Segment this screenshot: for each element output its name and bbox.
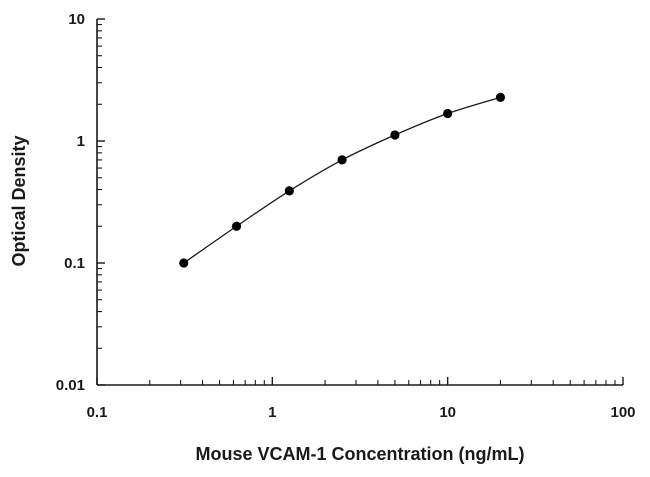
data-point	[284, 186, 294, 196]
data-point	[443, 108, 453, 119]
major-ticks	[96, 18, 624, 386]
minor-ticks	[97, 24, 616, 385]
data-point	[231, 221, 242, 231]
y-tick-label: 0.01	[56, 377, 85, 394]
x-tick-labels: 0.1 1 10 100	[87, 404, 636, 421]
y-tick-label: 1	[77, 133, 85, 150]
data-point	[179, 258, 189, 268]
x-tick-label: 1	[268, 404, 276, 421]
x-tick-label: 0.1	[87, 404, 108, 421]
data-point	[495, 92, 506, 102]
x-tick-label: 10	[439, 404, 456, 421]
y-tick-label: 0.1	[64, 255, 85, 272]
data-point	[390, 130, 400, 140]
y-tick-labels: 0.01 0.1 1 10	[56, 11, 85, 394]
data-point	[337, 155, 347, 165]
y-axis-title: Optical Density	[9, 135, 29, 266]
x-tick-label: 100	[610, 404, 635, 421]
x-axis-title: Mouse VCAM-1 Concentration (ng/mL)	[196, 444, 525, 464]
data-points	[179, 92, 506, 268]
y-tick-label: 10	[68, 11, 85, 28]
fitted-curve	[183, 96, 501, 264]
